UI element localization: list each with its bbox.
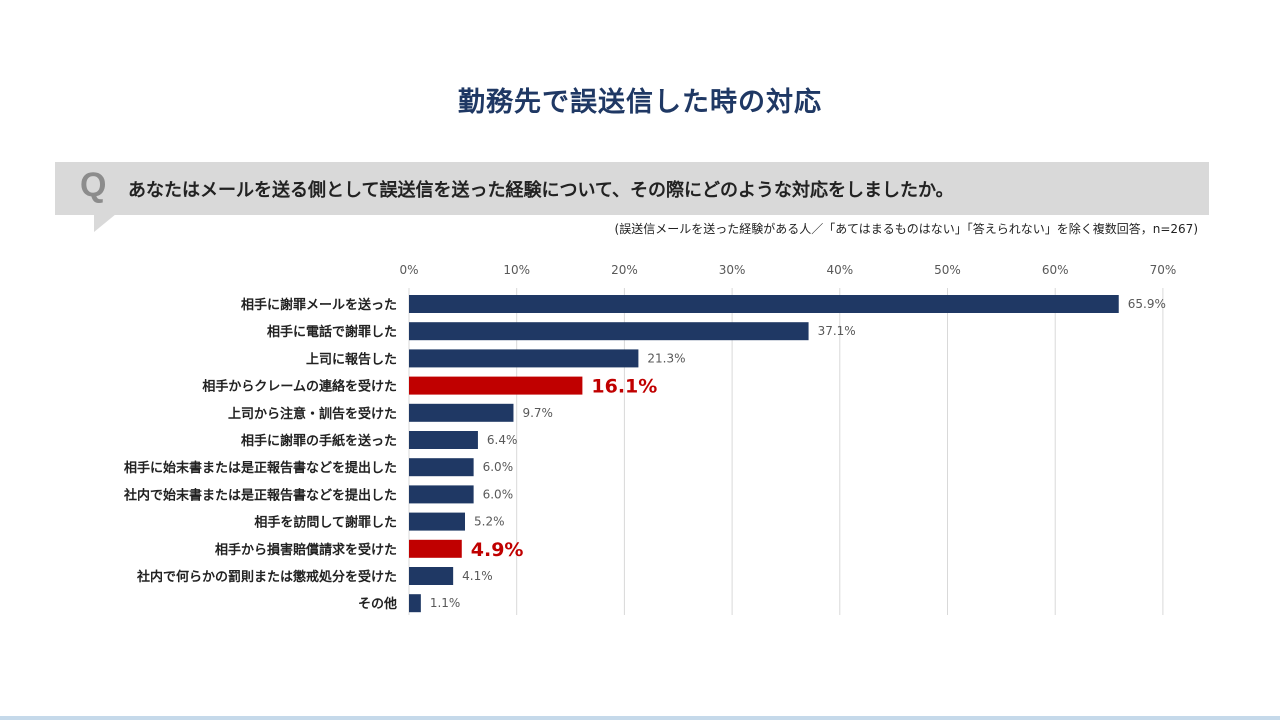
value-label: 4.1% [462, 569, 493, 583]
question-banner [55, 162, 1209, 215]
x-tick-label: 40% [826, 263, 853, 277]
bar [409, 403, 514, 422]
category-label: その他 [358, 596, 397, 612]
sample-note: (誤送信メールを送った経験がある人／「あてはまるものはない」「答えられない」を除… [614, 222, 1198, 236]
category-label: 相手からクレームの連絡を受けた [202, 379, 397, 395]
bar [409, 322, 809, 341]
value-label: 1.1% [430, 596, 461, 610]
value-label: 9.7% [522, 406, 553, 420]
category-label: 相手に謝罪の手紙を送った [241, 433, 397, 449]
value-label: 6.0% [483, 460, 514, 474]
value-label: 21.3% [647, 351, 685, 365]
bar [409, 594, 421, 613]
bar [409, 431, 478, 449]
bar [409, 485, 474, 504]
value-label: 5.2% [474, 515, 505, 529]
question-letter: Q [80, 166, 107, 204]
value-label-highlighted: 4.9% [471, 539, 524, 561]
x-tick-label: 20% [611, 263, 638, 277]
category-label: 相手に謝罪メールを送った [241, 297, 397, 313]
value-label: 6.0% [483, 487, 514, 501]
bar-highlighted [409, 376, 583, 395]
question-banner-tail [94, 214, 116, 232]
category-label: 上司に報告した [306, 351, 397, 367]
category-label: 相手から損害賠償請求を受けた [215, 542, 397, 558]
x-tick-label: 50% [934, 263, 961, 277]
bar [409, 349, 639, 368]
category-label: 相手を訪問して謝罪した [254, 515, 397, 531]
question-text: あなたはメールを送る側として誤送信を送った経験について、その際にどのような対応を… [128, 180, 954, 201]
category-label: 相手に始末書または是正報告書などを提出した [124, 460, 397, 476]
value-label: 65.9% [1128, 297, 1166, 311]
category-label: 相手に電話で謝罪した [267, 324, 397, 340]
value-label: 6.4% [487, 433, 517, 447]
bar [409, 295, 1119, 313]
value-label-highlighted: 16.1% [591, 376, 657, 398]
bottom-divider [0, 716, 1280, 720]
x-tick-label: 60% [1042, 263, 1069, 277]
bar-highlighted [409, 539, 462, 558]
bar [409, 567, 454, 585]
x-tick-label: 0% [399, 263, 418, 277]
value-label: 37.1% [818, 324, 856, 338]
x-tick-label: 30% [719, 263, 746, 277]
x-tick-label: 10% [503, 263, 530, 277]
category-label: 上司から注意・訓告を受けた [228, 406, 397, 422]
x-tick-label: 70% [1150, 263, 1177, 277]
bar [409, 512, 466, 531]
bar [409, 458, 474, 477]
category-label: 社内で始末書または是正報告書などを提出した [123, 487, 397, 503]
category-label: 社内で何らかの罰則または懲戒処分を受けた [136, 569, 397, 585]
chart-title: 勤務先で誤送信した時の対応 [458, 87, 822, 118]
